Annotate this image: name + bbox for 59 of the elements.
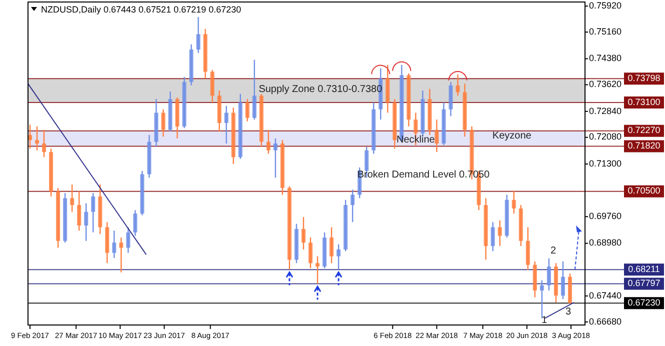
ref-line-label: 0.72270 xyxy=(628,125,660,136)
candlestick xyxy=(196,16,200,54)
y-tick-label: 0.72080 xyxy=(589,132,622,142)
candlestick xyxy=(126,226,130,254)
candlestick xyxy=(266,129,270,154)
ref-line-label: 0.73100 xyxy=(628,96,660,107)
candlestick xyxy=(490,222,495,252)
candlestick xyxy=(330,226,334,264)
ref-line-label: 0.71820 xyxy=(628,140,660,151)
candlestick xyxy=(112,230,116,259)
y-tick-label: 0.69760 xyxy=(589,211,622,222)
ref-line-label: 0.67797 xyxy=(628,278,660,288)
ref-line-label: 0.70500 xyxy=(628,186,660,196)
candlestick xyxy=(448,81,453,117)
candlestick xyxy=(316,256,320,284)
y-tick-label: 0.68980 xyxy=(589,238,622,248)
candlestick xyxy=(210,69,214,104)
candlestick xyxy=(245,98,250,122)
ref-line-label: 0.68211 xyxy=(628,264,660,274)
chart-title: NZDUSD,Daily 0.67443 0.67521 0.67219 0.67230 xyxy=(41,4,242,14)
y-tick-label: 0.72840 xyxy=(589,106,622,116)
candlestick xyxy=(119,236,124,273)
y-tick-label: 0.74380 xyxy=(589,53,622,64)
ref-line-label: 0.67230 xyxy=(628,298,660,308)
candlestick xyxy=(133,210,138,236)
annotation: 1 xyxy=(542,314,548,326)
annotation: 3 xyxy=(566,306,572,318)
candlestick xyxy=(91,192,96,233)
candlestick xyxy=(308,236,313,269)
candlestick xyxy=(336,244,341,270)
y-tick-label: 0.75160 xyxy=(589,26,622,36)
ref-line-label: 0.73798 xyxy=(628,73,660,84)
candlestick xyxy=(512,190,516,214)
candlestick xyxy=(560,260,565,300)
candlestick xyxy=(498,220,502,247)
candlestick xyxy=(386,64,390,114)
candlestick xyxy=(526,226,530,271)
candlestick xyxy=(301,216,306,250)
candlestick xyxy=(42,129,46,158)
candlestick xyxy=(77,190,82,232)
annotation: Keyzone xyxy=(492,130,532,142)
y-tick-label: 0.71300 xyxy=(589,158,622,168)
y-tick-label: 0.66680 xyxy=(589,316,622,326)
candlestick xyxy=(456,74,460,96)
candlestick xyxy=(252,59,256,120)
y-tick-label: 0.75920 xyxy=(589,0,622,10)
candlestick xyxy=(540,280,544,319)
candlestick xyxy=(224,105,228,144)
candlestick xyxy=(546,258,551,292)
candlestick xyxy=(273,138,278,178)
candlestick xyxy=(350,189,355,223)
candlestick xyxy=(434,118,439,153)
candlestick xyxy=(70,184,74,212)
y-tick-label: 0.73620 xyxy=(589,79,622,90)
candlestick xyxy=(35,126,40,151)
candlestick xyxy=(161,108,166,138)
y-tick-label: 0.67440 xyxy=(589,290,622,300)
candlestick xyxy=(84,202,88,242)
annotation: 2 xyxy=(550,245,556,256)
